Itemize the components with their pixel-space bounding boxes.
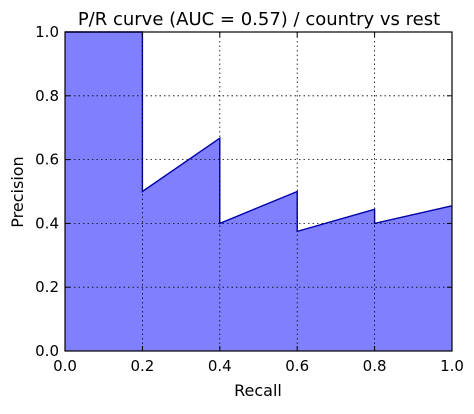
chart-title: P/R curve (AUC = 0.57) / country vs rest [78, 9, 440, 30]
x-tick-label: 0.6 [285, 357, 309, 375]
y-tick-label: 0.4 [35, 214, 59, 232]
plot-area: 0.0 0.2 0.4 0.6 0.8 1.0 0.0 0.2 0.4 0.6 0.8 1.0 [35, 23, 464, 375]
pr-area-fill [65, 32, 452, 351]
y-tick-label: 0.2 [35, 278, 59, 296]
x-tick-label: 0.8 [363, 357, 387, 375]
x-tick-label: 0.2 [130, 357, 154, 375]
y-tick-label: 0.6 [35, 151, 59, 169]
y-axis-label: Precision [8, 156, 27, 227]
x-tick-label: 0.4 [208, 357, 232, 375]
x-tick-label: 1.0 [440, 357, 464, 375]
plot-frame [64, 31, 453, 352]
x-axis-label: Recall [234, 381, 282, 400]
y-tick-label: 0.0 [35, 342, 59, 360]
pr-curve-line [65, 31, 453, 233]
y-tick-label: 0.8 [35, 87, 59, 105]
y-tick-label: 1.0 [35, 23, 59, 41]
x-tick-label: 0.0 [53, 357, 77, 375]
